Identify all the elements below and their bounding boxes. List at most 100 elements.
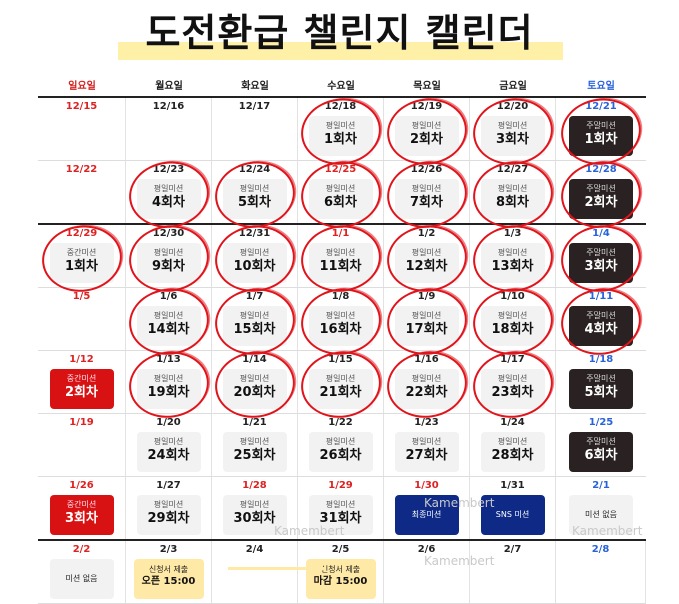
day-cell[interactable]: 1/15 평일미션 21회차 bbox=[296, 346, 385, 423]
day-cell[interactable]: 1/5 bbox=[38, 288, 126, 350]
mission-card[interactable]: 평일미션 11회차 bbox=[308, 243, 373, 283]
mission-card[interactable]: 평일미션 31회차 bbox=[308, 495, 373, 535]
day-cell[interactable]: 1/7 평일미션 15회차 bbox=[210, 283, 299, 360]
mission-card[interactable]: 평일미션 8회차 bbox=[480, 179, 545, 219]
day-cell[interactable]: 12/24 평일미션 5회차 bbox=[210, 156, 299, 233]
day-cell[interactable]: 12/19 평일미션 2회차 bbox=[382, 93, 471, 170]
day-cell[interactable]: 1/10 평일미션 18회차 bbox=[468, 283, 557, 360]
mission-card[interactable]: 평일미션 23회차 bbox=[480, 369, 545, 409]
mission-card[interactable]: SNS 미션 bbox=[480, 495, 545, 535]
day-cell[interactable]: 1/12 중간미션 2회차 bbox=[38, 351, 126, 413]
day-cell[interactable]: 1/26 중간미션 3회차 bbox=[38, 477, 126, 539]
mission-card[interactable]: 평일미션 25회차 bbox=[222, 432, 287, 472]
day-cell[interactable]: 1/25 주말미션 6회차 bbox=[556, 414, 646, 476]
mission-card[interactable]: 평일미션 18회차 bbox=[480, 306, 545, 346]
mission-card[interactable]: 평일미션 12회차 bbox=[394, 243, 459, 283]
mission-card[interactable]: 평일미션 10회차 bbox=[222, 243, 287, 283]
mission-card[interactable]: 평일미션 28회차 bbox=[480, 432, 545, 472]
mission-card[interactable]: 주말미션 2회차 bbox=[569, 179, 633, 219]
mission-card[interactable]: 주말미션 1회차 bbox=[569, 116, 633, 156]
mission-card[interactable]: 평일미션 7회차 bbox=[394, 179, 459, 219]
mission-card[interactable]: 중간미션 3회차 bbox=[49, 495, 114, 535]
mission-card[interactable]: 중간미션 1회차 bbox=[49, 243, 114, 283]
mission-card[interactable]: 평일미션 1회차 bbox=[308, 116, 373, 156]
day-cell[interactable]: 12/27 평일미션 8회차 bbox=[468, 156, 557, 233]
mission-card[interactable]: 신청서 제출 오픈 15:00 bbox=[133, 559, 204, 599]
day-cell[interactable]: 2/2 미션 없음 bbox=[38, 541, 126, 603]
day-cell[interactable]: 2/1 미션 없음 bbox=[556, 477, 646, 539]
day-cell[interactable]: 12/18 평일미션 1회차 bbox=[296, 93, 385, 170]
day-cell[interactable]: 1/6 평일미션 14회차 bbox=[124, 283, 213, 360]
day-cell[interactable]: 1/27 평일미션 29회차 bbox=[126, 477, 212, 539]
day-cell[interactable]: 2/5 신청서 제출 마감 15:00 bbox=[298, 541, 384, 603]
day-cell[interactable]: 1/30 최종미션 bbox=[384, 477, 470, 539]
mission-card[interactable]: 평일미션 6회차 bbox=[308, 179, 373, 219]
mission-card[interactable]: 평일미션 20회차 bbox=[222, 369, 287, 409]
day-cell[interactable]: 2/3 신청서 제출 오픈 15:00 bbox=[126, 541, 212, 603]
day-cell[interactable]: 1/2 평일미션 12회차 bbox=[382, 220, 471, 297]
day-cell[interactable]: 1/16 평일미션 22회차 bbox=[382, 346, 471, 423]
mission-card[interactable]: 미션 없음 bbox=[49, 559, 114, 599]
day-cell[interactable]: 1/9 평일미션 17회차 bbox=[382, 283, 471, 360]
day-cell[interactable]: 2/7 bbox=[470, 541, 556, 603]
day-cell[interactable]: 1/8 평일미션 16회차 bbox=[296, 283, 385, 360]
day-cell[interactable]: 12/30 평일미션 9회차 bbox=[124, 220, 213, 297]
day-cell[interactable]: 1/4 주말미션 3회차 bbox=[556, 220, 646, 297]
mission-card[interactable]: 평일미션 16회차 bbox=[308, 306, 373, 346]
mission-card[interactable]: 평일미션 21회차 bbox=[308, 369, 373, 409]
mission-card[interactable]: 평일미션 24회차 bbox=[136, 432, 201, 472]
day-cell[interactable]: 1/20 평일미션 24회차 bbox=[126, 414, 212, 476]
mission-card[interactable]: 신청서 제출 마감 15:00 bbox=[305, 559, 376, 599]
day-cell[interactable]: 1/3 평일미션 13회차 bbox=[468, 220, 557, 297]
mission-card[interactable]: 평일미션 19회차 bbox=[136, 369, 201, 409]
mission-card[interactable]: 평일미션 13회차 bbox=[480, 243, 545, 283]
day-cell[interactable]: 12/21 주말미션 1회차 bbox=[556, 93, 646, 170]
day-cell[interactable]: 12/28 주말미션 2회차 bbox=[556, 156, 646, 233]
mission-card[interactable]: 평일미션 5회차 bbox=[222, 179, 287, 219]
day-cell[interactable]: 12/25 평일미션 6회차 bbox=[296, 156, 385, 233]
mission-card[interactable]: 주말미션 6회차 bbox=[569, 432, 633, 472]
mission-card[interactable]: 주말미션 4회차 bbox=[569, 306, 633, 346]
mission-card[interactable]: 평일미션 22회차 bbox=[394, 369, 459, 409]
day-cell[interactable]: 2/4 bbox=[212, 541, 298, 603]
mission-card[interactable]: 평일미션 9회차 bbox=[136, 243, 201, 283]
day-cell[interactable]: 1/14 평일미션 20회차 bbox=[210, 346, 299, 423]
day-cell[interactable]: 1/1 평일미션 11회차 bbox=[296, 220, 385, 297]
mission-card[interactable]: 평일미션 15회차 bbox=[222, 306, 287, 346]
day-cell[interactable]: 12/16 bbox=[126, 98, 212, 160]
day-cell[interactable]: 1/18 주말미션 5회차 bbox=[556, 351, 646, 413]
mission-card[interactable]: 평일미션 29회차 bbox=[136, 495, 201, 535]
mission-card[interactable]: 평일미션 27회차 bbox=[394, 432, 459, 472]
day-cell[interactable]: 12/31 평일미션 10회차 bbox=[210, 220, 299, 297]
mission-card[interactable]: 평일미션 3회차 bbox=[480, 116, 545, 156]
day-cell[interactable]: 1/31 SNS 미션 bbox=[470, 477, 556, 539]
day-cell[interactable]: 12/20 평일미션 3회차 bbox=[468, 93, 557, 170]
day-cell[interactable]: 1/29 평일미션 31회차 bbox=[298, 477, 384, 539]
day-cell[interactable]: 12/22 bbox=[38, 161, 126, 223]
day-cell[interactable]: 1/23 평일미션 27회차 bbox=[384, 414, 470, 476]
day-cell[interactable]: 1/24 평일미션 28회차 bbox=[470, 414, 556, 476]
mission-card[interactable]: 평일미션 14회차 bbox=[136, 306, 201, 346]
day-cell[interactable]: 12/23 평일미션 4회차 bbox=[124, 156, 213, 233]
day-cell[interactable]: 1/28 평일미션 30회차 bbox=[212, 477, 298, 539]
day-cell[interactable]: 1/13 평일미션 19회차 bbox=[124, 346, 213, 423]
day-cell[interactable]: 2/8 bbox=[556, 541, 646, 603]
mission-card[interactable]: 평일미션 26회차 bbox=[308, 432, 373, 472]
day-cell[interactable]: 2/6 bbox=[384, 541, 470, 603]
mission-card[interactable]: 최종미션 bbox=[394, 495, 459, 535]
day-cell[interactable]: 1/17 평일미션 23회차 bbox=[468, 346, 557, 423]
mission-card[interactable]: 미션 없음 bbox=[569, 495, 633, 535]
mission-card[interactable]: 중간미션 2회차 bbox=[49, 369, 114, 409]
day-cell[interactable]: 1/11 주말미션 4회차 bbox=[556, 283, 646, 360]
day-cell[interactable]: 1/21 평일미션 25회차 bbox=[212, 414, 298, 476]
mission-card[interactable]: 평일미션 30회차 bbox=[222, 495, 287, 535]
day-cell[interactable]: 12/26 평일미션 7회차 bbox=[382, 156, 471, 233]
day-cell[interactable]: 12/15 bbox=[38, 98, 126, 160]
mission-card[interactable]: 평일미션 2회차 bbox=[394, 116, 459, 156]
mission-card[interactable]: 주말미션 5회차 bbox=[569, 369, 633, 409]
day-cell[interactable]: 12/17 bbox=[212, 98, 298, 160]
mission-card[interactable]: 평일미션 17회차 bbox=[394, 306, 459, 346]
day-cell[interactable]: 12/29 중간미션 1회차 bbox=[37, 220, 126, 297]
day-cell[interactable]: 1/19 bbox=[38, 414, 126, 476]
day-cell[interactable]: 1/22 평일미션 26회차 bbox=[298, 414, 384, 476]
